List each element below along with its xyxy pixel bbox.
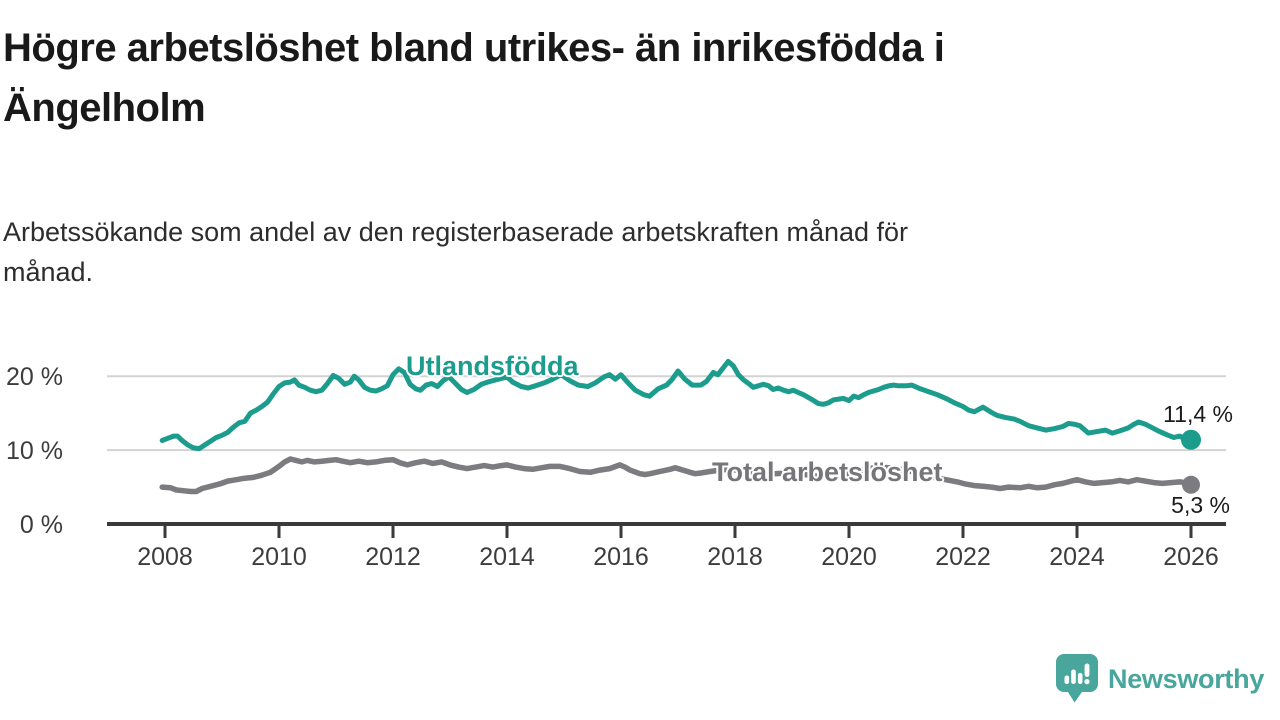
chart-subtitle-line-1: Arbetssökande som andel av den registerb… [3,217,909,247]
svg-text:2008: 2008 [137,543,193,571]
series-label-utlandsfodda: Utlandsfödda [406,351,579,381]
svg-text:2016: 2016 [593,543,649,571]
latest-value-utlandsfodda: 11,4 % [1163,401,1233,427]
chart-subtitle-line-2: månad. [3,257,94,287]
series-label-total-arbetsloshet: Total arbetslöshet [712,457,943,487]
svg-text:0 %: 0 % [20,511,63,539]
svg-text:2018: 2018 [707,543,763,571]
page-title-line-1: Högre arbetslöshet bland utrikes- än inr… [3,26,945,70]
page-title-line-2: Ängelholm [3,86,206,130]
svg-text:20 %: 20 % [6,363,63,391]
chart-subtitle: Arbetssökande som andel av den registerb… [3,212,1193,292]
svg-text:2012: 2012 [365,543,421,571]
svg-text:10 %: 10 % [6,437,63,465]
svg-text:2010: 2010 [251,543,307,571]
svg-text:2014: 2014 [479,543,535,571]
svg-text:2022: 2022 [935,543,991,571]
newsworthy-logo-icon [1056,654,1098,703]
newsworthy-attribution: Newsworthy [1056,654,1264,703]
page-title: Högre arbetslöshet bland utrikes- än inr… [3,18,1203,138]
newsworthy-brand-name: Newsworthy [1108,663,1265,694]
svg-text:2026: 2026 [1163,543,1219,571]
svg-text:2020: 2020 [821,543,877,571]
svg-text:2024: 2024 [1049,543,1105,571]
latest-value-total: 5,3 % [1171,492,1230,518]
